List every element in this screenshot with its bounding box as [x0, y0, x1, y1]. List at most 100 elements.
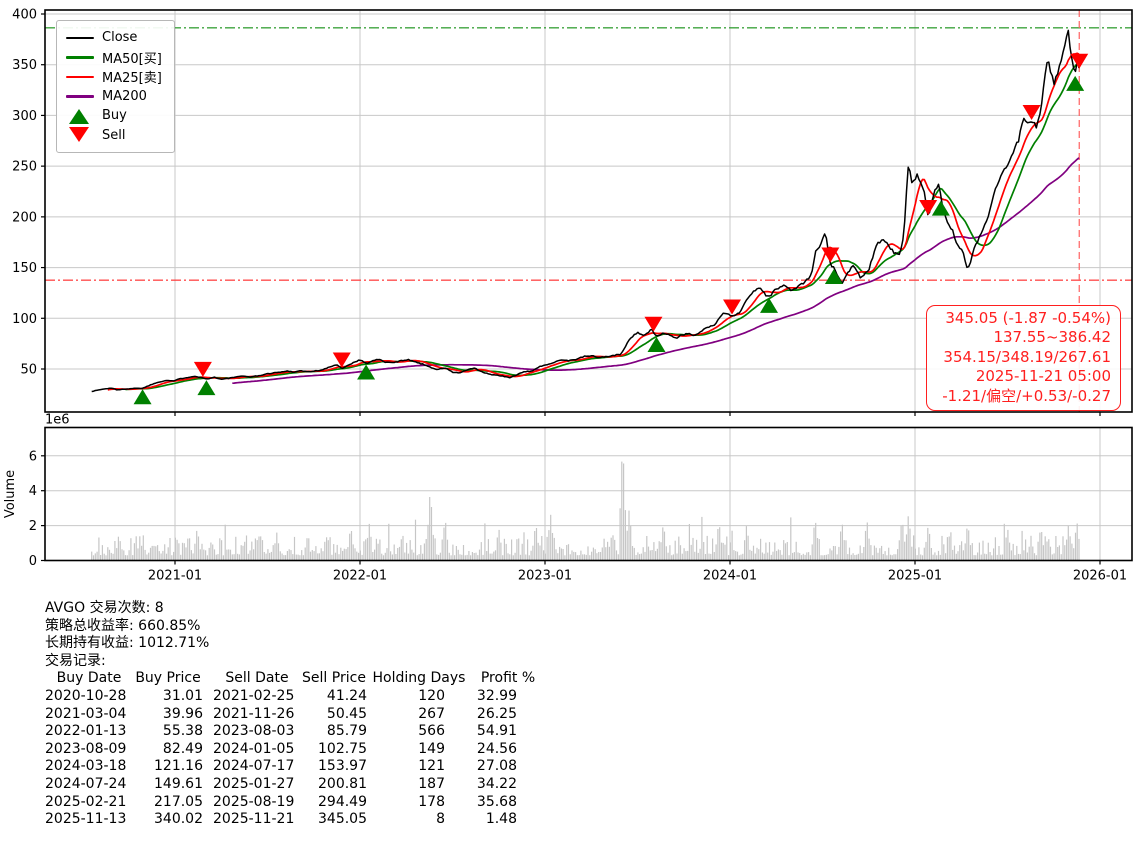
- buy-marker: [760, 297, 779, 313]
- legend-marker-swatch: [66, 108, 94, 124]
- annotation-date-line: 2025-11-21 05:00: [975, 367, 1111, 386]
- annotation-price-line: 345.05 (-1.87 -0.54%): [945, 309, 1111, 327]
- table-row: 2025-02-21 217.05 2025-08-19 294.49 178 35.68: [45, 794, 545, 812]
- sell-marker: [723, 299, 742, 315]
- table-row: 2024-03-18 121.16 2024-07-17 153.97 121 27.08: [45, 758, 545, 776]
- buy-marker: [357, 364, 376, 380]
- annotation-ma-line: 354.15/348.19/267.61: [943, 347, 1111, 366]
- table-cell: 345.05: [318, 811, 367, 828]
- y-tick-label: 300: [12, 109, 37, 124]
- volume-tick-label: 2: [29, 519, 37, 534]
- volume-offset-label: 1e6: [45, 413, 70, 428]
- sell-triangle-icon: [69, 127, 89, 143]
- buy-marker: [133, 389, 152, 405]
- column-header: Sell Date: [225, 670, 289, 687]
- x-tick-label: 2021-01: [148, 569, 202, 584]
- legend-line-swatch: [66, 30, 94, 46]
- table-row: 2025-11-13 340.02 2025-11-21 345.05 8 1.48: [45, 811, 545, 829]
- table-cell: 2025-02-21: [45, 793, 127, 810]
- table-cell: 2021-02-25: [213, 687, 295, 704]
- line-swatch-icon: [66, 95, 94, 98]
- legend-item-sell: Sell: [66, 126, 162, 146]
- table-cell: 2024-03-18: [45, 758, 127, 775]
- table-cell: 34.22: [476, 775, 517, 792]
- table-cell: 2021-03-04: [45, 705, 127, 722]
- x-tick-label: 2025-01: [888, 569, 942, 584]
- legend-item-ma50: MA50[买]: [66, 48, 162, 68]
- legend-item-ma25: MA25[卖]: [66, 67, 162, 87]
- table-row: 2022-01-13 55.38 2023-08-03 85.79 566 54.91: [45, 723, 545, 741]
- table-cell: 149.61: [154, 775, 203, 792]
- table-cell: 82.49: [162, 740, 203, 757]
- table-cell: 2025-08-19: [213, 793, 295, 810]
- volume-tick-label: 0: [29, 554, 37, 569]
- table-cell: 85.79: [326, 723, 367, 740]
- annotation-signal-line: -1.21/偏空/+0.53/-0.27: [942, 386, 1111, 405]
- table-cell: 566: [418, 723, 445, 740]
- table-cell: 217.05: [154, 793, 203, 810]
- y-tick-label: 350: [12, 58, 37, 73]
- annotation-range-line: 137.55~386.42: [993, 328, 1111, 347]
- y-tick-label: 400: [12, 8, 37, 23]
- legend-item-label: Buy: [102, 108, 127, 124]
- table-cell: 50.45: [326, 705, 367, 722]
- table-cell: 55.38: [162, 723, 203, 740]
- close-line: [91, 29, 1080, 393]
- buy-marker: [931, 200, 950, 216]
- ma200-line: [232, 157, 1080, 385]
- legend-item-ma200: MA200: [66, 87, 162, 107]
- table-cell: 187: [418, 775, 445, 792]
- table-row: 2021-03-04 39.96 2021-11-26 50.45 267 26.25: [45, 706, 545, 724]
- legend-line-swatch: [66, 49, 94, 65]
- sell-marker: [1022, 105, 1041, 121]
- sell-marker: [1070, 53, 1089, 69]
- legend-item-label: Close: [102, 30, 138, 46]
- last-price-annotation: 345.05 (-1.87 -0.54%) 137.55~386.42 354.…: [926, 305, 1121, 412]
- buy-marker: [647, 337, 666, 353]
- x-tick-label: 2023-01: [518, 569, 572, 584]
- y-tick-label: 200: [12, 210, 37, 225]
- sell-marker: [193, 361, 212, 377]
- trade-record-title: 交易记录:: [45, 652, 106, 669]
- table-cell: 8: [436, 811, 445, 828]
- strategy-return-line: 策略总收益率: 660.85%: [45, 617, 201, 634]
- table-cell: 24.56: [476, 740, 517, 757]
- table-cell: 2025-11-21: [213, 811, 295, 828]
- y-tick-label: 250: [12, 160, 37, 175]
- table-cell: 32.99: [476, 687, 517, 704]
- table-cell: 2024-01-05: [213, 740, 295, 757]
- column-header: Profit %: [480, 670, 536, 687]
- table-cell: 121: [418, 758, 445, 775]
- table-cell: 294.49: [318, 793, 367, 810]
- table-cell: 2025-01-27: [213, 775, 295, 792]
- table-cell: 340.02: [154, 811, 203, 828]
- table-cell: 26.25: [476, 705, 517, 722]
- column-header: Sell Price: [302, 670, 366, 687]
- table-cell: 121.16: [154, 758, 203, 775]
- sell-marker: [644, 316, 663, 332]
- table-cell: 2021-11-26: [213, 705, 295, 722]
- table-cell: 2025-11-13: [45, 811, 127, 828]
- table-cell: 39.96: [162, 705, 203, 722]
- table-cell: 54.91: [476, 723, 517, 740]
- x-tick-label: 2026-01: [1073, 569, 1127, 584]
- table-cell: 27.08: [476, 758, 517, 775]
- table-cell: 2024-07-24: [45, 775, 127, 792]
- line-swatch-icon: [66, 75, 94, 79]
- ma25-line: [107, 52, 1080, 391]
- y-tick-label: 150: [12, 261, 37, 276]
- legend-item-label: MA200: [102, 88, 147, 104]
- legend-line-swatch: [66, 88, 94, 104]
- ma50-line: [125, 61, 1080, 391]
- table-cell: 120: [418, 687, 445, 704]
- axes: 2021-01 2022-01 2023-01 2024-01 2025-01 2026-…: [3, 8, 1133, 584]
- table-cell: 31.01: [162, 687, 203, 704]
- table-cell: 149: [418, 740, 445, 757]
- legend-line-swatch: [66, 69, 94, 85]
- sell-marker: [332, 352, 351, 368]
- buy-marker: [197, 380, 216, 396]
- volume-tick-label: 4: [29, 484, 37, 499]
- trade-record-table: Buy Date Buy Price Sell Date Sell Price Hold…: [45, 670, 545, 828]
- legend-item-buy: Buy: [66, 106, 162, 126]
